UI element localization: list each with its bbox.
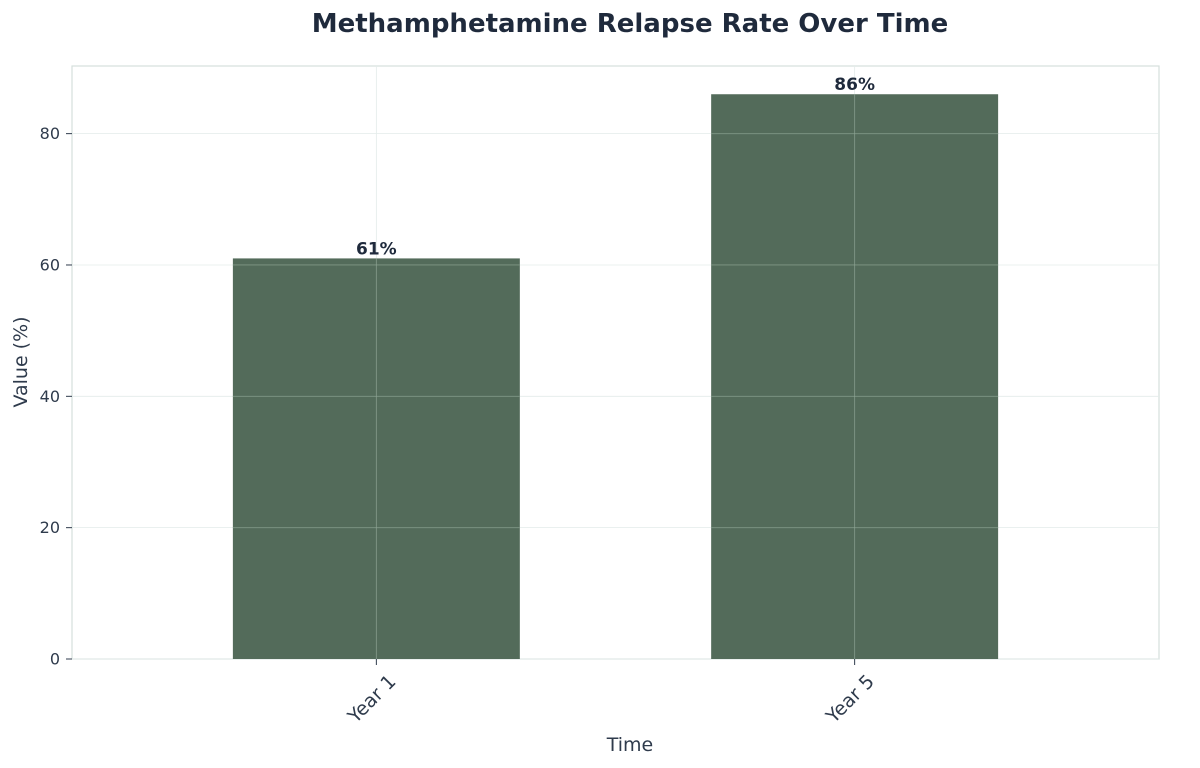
overlay-gridlines bbox=[232, 94, 999, 659]
x-tick-label: Year 5 bbox=[821, 671, 879, 729]
y-tick-label: 80 bbox=[40, 124, 60, 143]
y-tick-label: 20 bbox=[40, 518, 60, 537]
chart-title: Methamphetamine Relapse Rate Over Time bbox=[312, 9, 949, 39]
y-tick-label: 0 bbox=[50, 650, 60, 669]
y-axis-label: Value (%) bbox=[10, 316, 32, 407]
x-axis-label: Time bbox=[606, 734, 654, 756]
data-label: 86% bbox=[834, 75, 875, 95]
data-label: 61% bbox=[356, 239, 397, 259]
x-axis-ticks: Year 1 Year 5 bbox=[343, 659, 879, 728]
x-tick-label: Year 1 bbox=[343, 671, 401, 729]
y-axis-ticks: 0 20 40 60 80 bbox=[40, 124, 72, 669]
y-tick-label: 60 bbox=[40, 255, 60, 274]
data-labels: 61% 86% bbox=[356, 75, 875, 259]
y-tick-label: 40 bbox=[40, 387, 60, 406]
